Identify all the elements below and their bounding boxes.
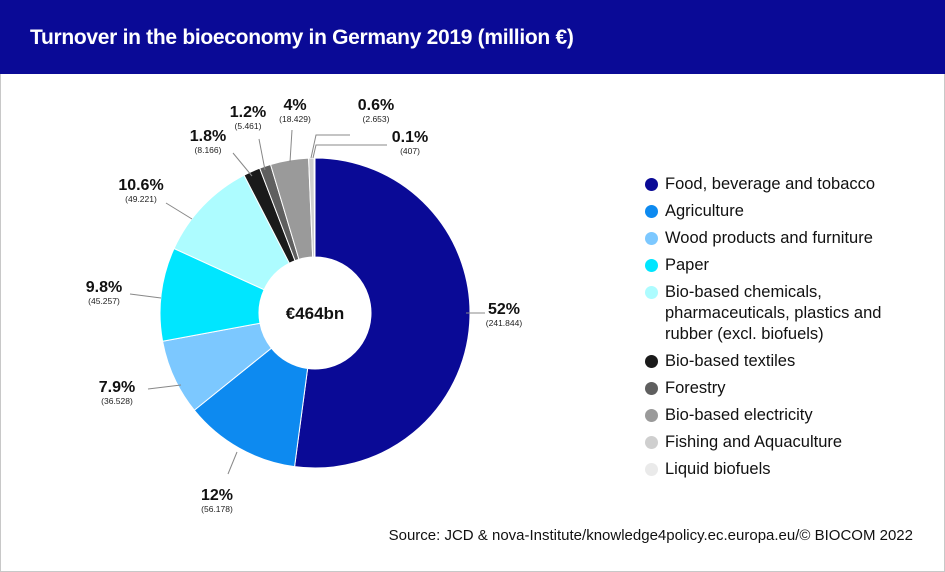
legend-label: Bio-based electricity	[665, 406, 813, 424]
percent-label: 1.2%	[230, 104, 266, 121]
legend-label: Bio-based chemicals, pharmaceuticals, pl…	[665, 283, 882, 343]
value-label: (18.429)	[279, 114, 311, 124]
legend-item: Fishing and Aquaculture	[645, 432, 915, 453]
leader-line	[312, 144, 387, 159]
legend-item: Bio-based electricity	[645, 405, 915, 426]
legend-item: Agriculture	[645, 201, 915, 222]
legend-swatch-icon	[645, 178, 658, 191]
legend-label: Wood products and furniture	[665, 229, 873, 247]
percent-label: 4%	[283, 97, 306, 114]
leader-line	[289, 129, 293, 163]
legend-swatch-icon	[645, 382, 658, 395]
legend-swatch-icon	[645, 259, 658, 272]
percent-label: 12%	[201, 487, 233, 504]
value-label: (36.528)	[101, 396, 133, 406]
center-total-label: €464bn	[286, 304, 345, 323]
title-bar: Turnover in the bioeconomy in Germany 20…	[0, 0, 945, 74]
leader-line	[258, 138, 266, 171]
legend-item: Wood products and furniture	[645, 228, 915, 249]
slice-liquid-biofuels	[313, 157, 316, 258]
value-label: (56.178)	[201, 504, 233, 514]
legend-swatch-icon	[645, 205, 658, 218]
legend-swatch-icon	[645, 355, 658, 368]
legend-item: Liquid biofuels	[645, 459, 915, 480]
leader-line	[227, 451, 238, 475]
legend-swatch-icon	[645, 463, 658, 476]
legend-swatch-icon	[645, 409, 658, 422]
legend-item: Paper	[645, 255, 915, 276]
percent-label: 10.6%	[118, 177, 163, 194]
legend-label: Paper	[665, 256, 710, 274]
legend-label: Agriculture	[665, 202, 744, 220]
leader-line	[147, 384, 182, 390]
leader-line	[165, 202, 193, 220]
leader-line	[232, 152, 253, 177]
legend-item: Bio-based textiles	[645, 351, 915, 372]
percent-label: 9.8%	[86, 279, 122, 296]
legend-label: Food, beverage and tobacco	[665, 175, 876, 193]
source-note: Source: JCD & nova-Institute/knowledge4p…	[388, 527, 913, 544]
percent-label: 1.8%	[190, 128, 226, 145]
leader-line	[129, 293, 162, 299]
legend: Food, beverage and tobacco Agriculture Woo…	[645, 174, 915, 486]
percent-label: 0.1%	[392, 129, 428, 146]
value-label: (241.844)	[486, 318, 523, 328]
value-label: (8.166)	[195, 145, 222, 155]
legend-item: Bio-based chemicals, pharmaceuticals, pl…	[645, 282, 915, 345]
legend-swatch-icon	[645, 436, 658, 449]
leader-line	[310, 134, 350, 159]
slice-food-beverage-and-tobacco	[293, 157, 471, 469]
value-label: (2.653)	[363, 114, 390, 124]
value-label: (5.461)	[235, 121, 262, 131]
value-label: (45.257)	[88, 296, 120, 306]
chart-title: Turnover in the bioeconomy in Germany 20…	[30, 26, 574, 49]
percent-label: 0.6%	[358, 97, 394, 114]
percent-label: 7.9%	[99, 379, 135, 396]
legend-label: Bio-based textiles	[665, 352, 796, 370]
legend-item: Food, beverage and tobacco	[645, 174, 915, 195]
legend-label: Fishing and Aquaculture	[665, 433, 843, 451]
slice-agriculture	[193, 347, 309, 468]
legend-item: Forestry	[645, 378, 915, 399]
legend-swatch-icon	[645, 286, 658, 299]
legend-swatch-icon	[645, 232, 658, 245]
value-label: (49.221)	[125, 194, 157, 204]
legend-label: Liquid biofuels	[665, 460, 771, 478]
value-label: (407)	[400, 146, 420, 156]
percent-label: 52%	[488, 301, 520, 318]
legend-label: Forestry	[665, 379, 726, 397]
